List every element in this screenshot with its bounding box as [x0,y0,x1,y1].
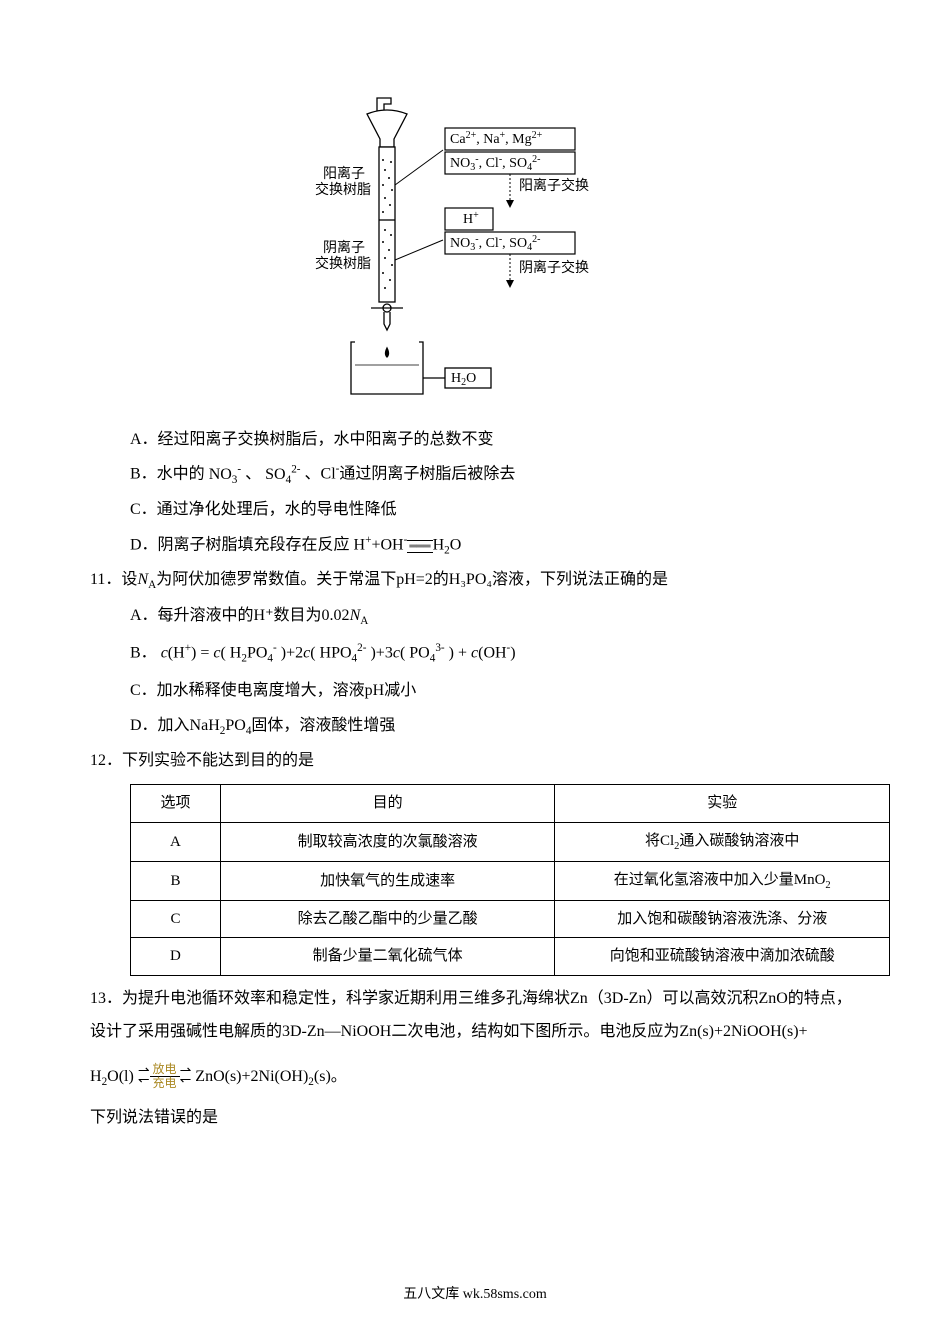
q13-eq: H2O(l) ⇀↽放电充电⇀↽ ZnO(s)+2Ni(OH)2(s)。 [90,1062,860,1093]
ion-exchange-diagram: 阳离子 交换树脂 阴离子 交换树脂 阳离子交换 阴离子交换 Ca2+, Na+,… [315,90,635,400]
q12-table: 选项 目的 实验 A 制取较高浓度的次氯酸溶液 将Cl2通入碳酸钠溶液中 B 加… [130,784,890,975]
q10-optb-pre: B．水中的 [130,466,205,483]
svg-text:阳离子: 阳离子 [323,165,365,182]
frac-bot: 充电 [150,1077,180,1090]
q11-opta-pre: A．每升溶液中的H⁺数目为0.02 [130,607,350,624]
table-row: D 制备少量二氧化硫气体 向饱和亚硫酸钠溶液中滴加浓硫酸 [131,938,890,976]
svg-text:交换树脂: 交换树脂 [315,181,371,198]
q10-opt-b: B．水中的 NO3- 、 SO42- 、Cl-通过阴离子树脂后被除去 [130,459,860,491]
col-purpose: 目的 [220,785,555,823]
q13-line4: 下列说法错误的是 [90,1103,860,1133]
q11-opt-a: A．每升溶液中的H⁺数目为0.02NA [130,601,860,632]
svg-text:Ca2+, Na+, Mg2+: Ca2+, Na+, Mg2+ [450,130,543,147]
q11-opt-b: B． c(H+) = c( H2PO4- )+2c( HPO42- )+3c( … [130,638,860,670]
q11-opt-c: C．加水稀释使电离度增大，溶液pH减小 [130,676,860,706]
svg-text:NO3-, Cl-, SO42-: NO3-, Cl-, SO42- [450,234,540,253]
svg-text:阴离子交换: 阴离子交换 [519,259,589,276]
q10-opt-c: C．通过净化处理后，水的导电性降低 [130,495,860,525]
page-footer: 五八文库 wk.58sms.com [0,1282,950,1309]
q12-num: 12． [90,752,122,769]
q10-optb-post: 通过阴离子树脂后被除去 [339,466,515,483]
q10-opt-a: A．经过阳离子交换树脂后，水中阳离子的总数不变 [130,425,860,455]
q11-opt-d: D．加入NaH2PO4固体，溶液酸性增强 [130,711,860,742]
col-experiment: 实验 [555,785,890,823]
svg-text:阳离子交换: 阳离子交换 [519,177,589,194]
table-row: B 加快氧气的生成速率 在过氧化氢溶液中加入少量MnO2 [131,861,890,900]
q11-mid: 为阿伏加德罗常数值。关于常温下pH=2的H₃PO₄溶液，下列说法正确的是 [156,571,668,588]
table-row: C 除去乙酸乙酯中的少量乙酸 加入饱和碳酸钠溶液洗涤、分液 [131,900,890,938]
q13-line1: 13．为提升电池循环效率和稳定性，科学家近期利用三维多孔海绵状Zn（3D-Zn）… [90,984,860,1014]
q13-line2: 设计了采用强碱性电解质的3D-Zn—NiOOH二次电池，结构如下图所示。电池反应… [90,1017,860,1047]
q11-stem: 11．设NA为阿伏加德罗常数值。关于常温下pH=2的H₃PO₄溶液，下列说法正确… [90,565,860,596]
svg-text:NO3-, Cl-, SO42-: NO3-, Cl-, SO42- [450,154,540,173]
q13-l1: 为提升电池循环效率和稳定性，科学家近期利用三维多孔海绵状Zn（3D-Zn）可以高… [122,990,852,1007]
table-row: A 制取较高浓度的次氯酸溶液 将Cl2通入碳酸钠溶液中 [131,822,890,861]
q12-stem: 12．下列实验不能达到目的的是 [90,746,860,776]
q11-num: 11． [90,571,121,588]
q12-stemtext: 下列实验不能达到目的的是 [122,752,314,769]
col-option: 选项 [131,785,221,823]
q11-pre: 设 [121,571,137,588]
svg-text:阴离子: 阴离子 [323,239,365,256]
svg-text:交换树脂: 交换树脂 [315,255,371,272]
q13-num: 13． [90,990,122,1007]
q10-opt-d: D．阴离子树脂填充段存在反应 H++OH-═══H2O [130,530,860,562]
